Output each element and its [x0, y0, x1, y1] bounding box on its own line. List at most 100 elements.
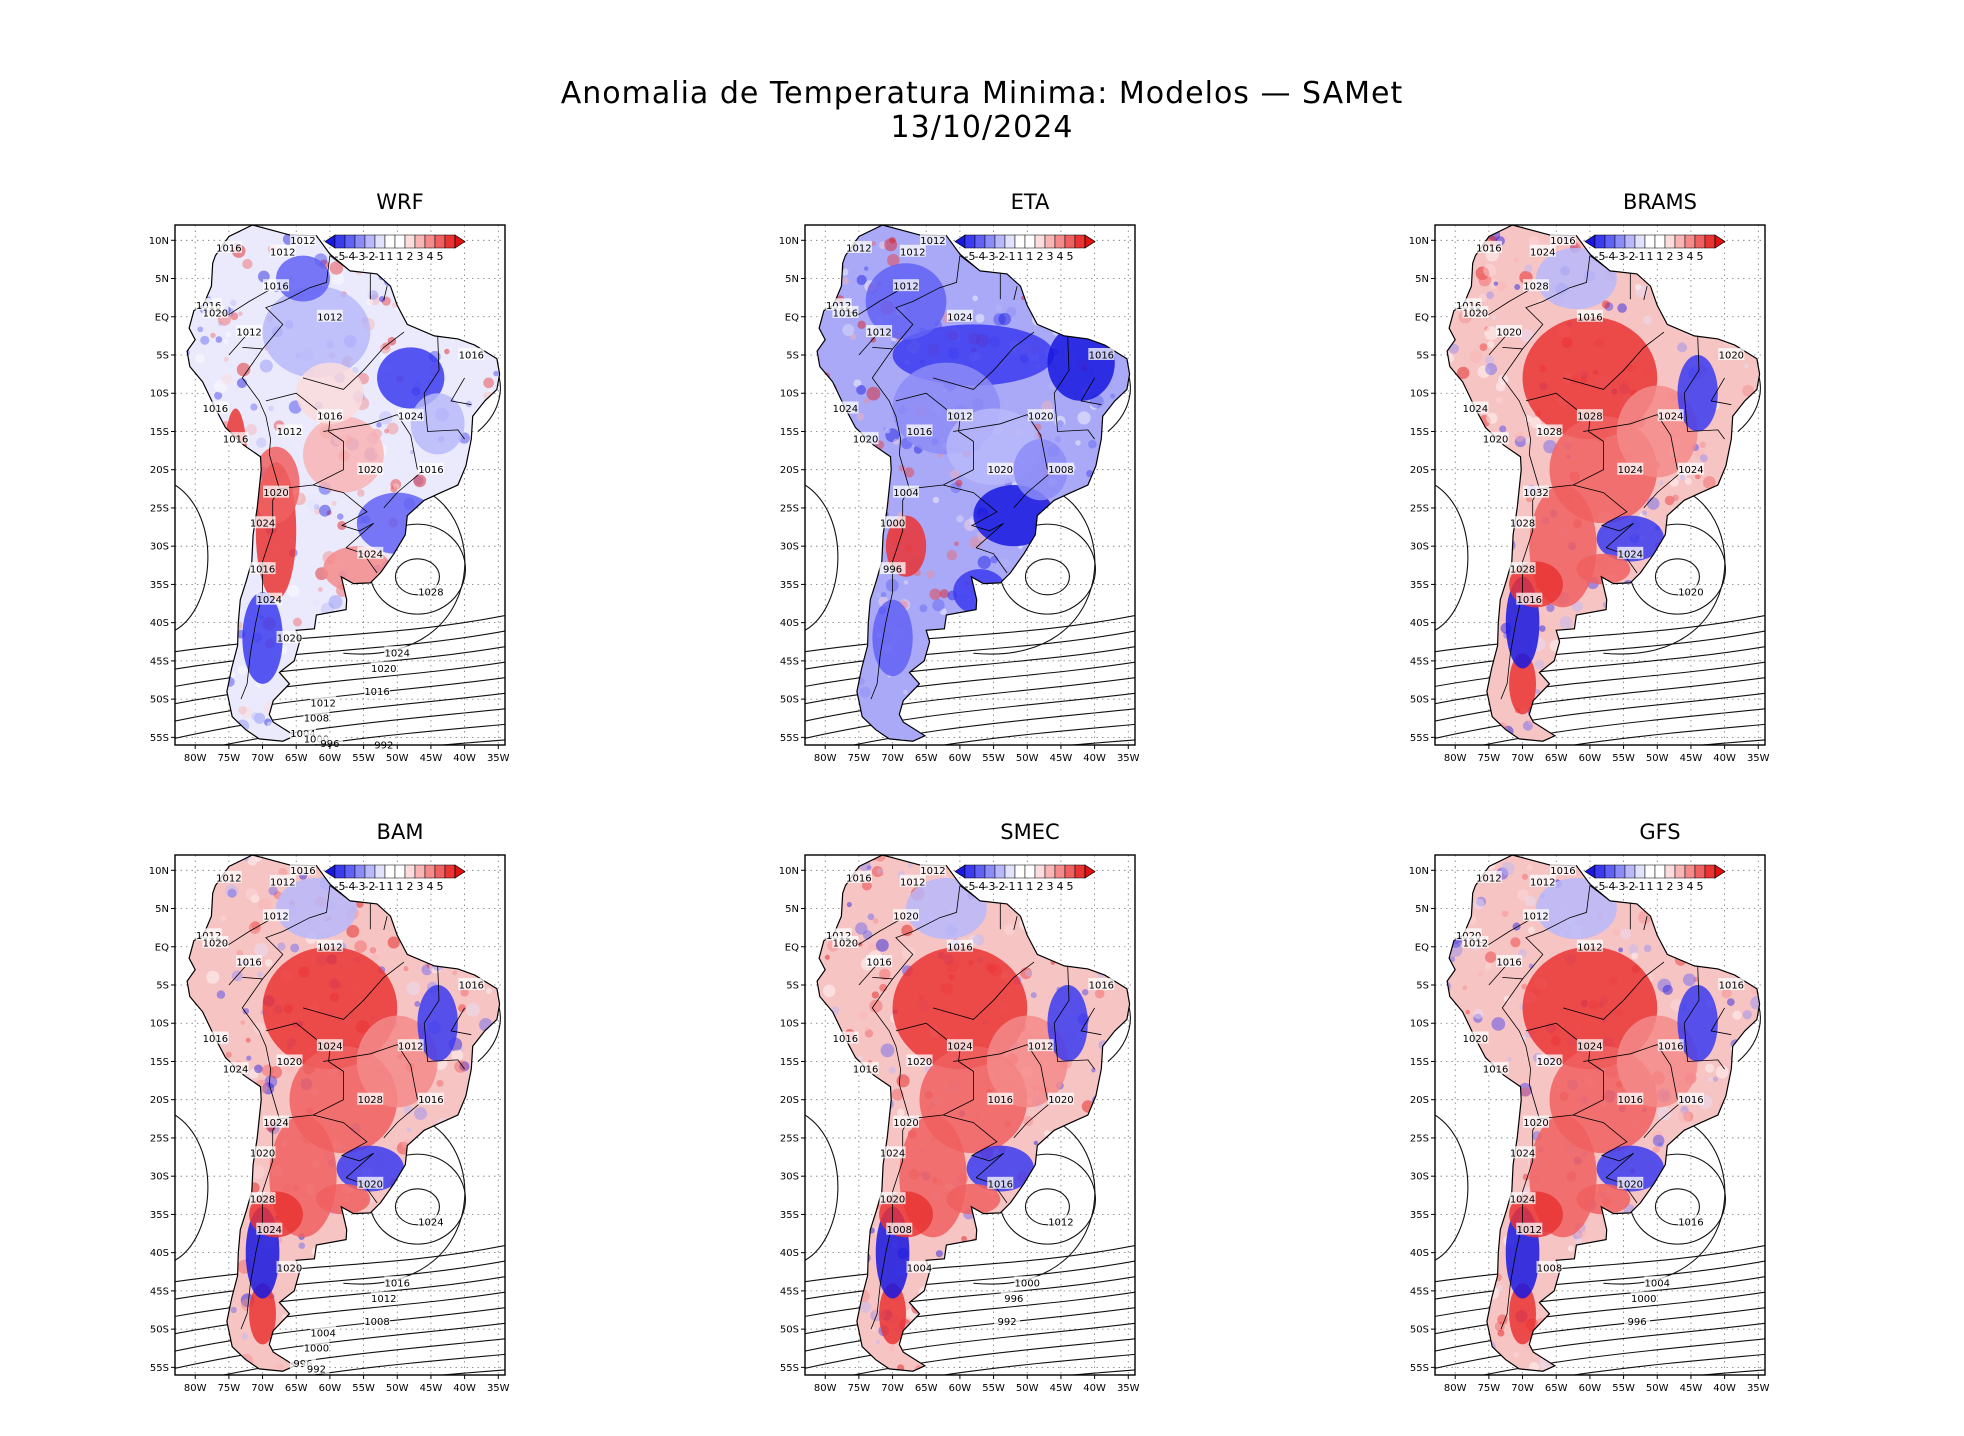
lon-label: 70W: [251, 1383, 274, 1394]
lat-label: EQ: [785, 942, 799, 953]
colorbar-label: 5: [1067, 250, 1074, 263]
isobar-label: 1024: [1618, 549, 1643, 560]
colorbar-swatch: [1074, 234, 1086, 249]
isobar-label: 1020: [203, 308, 228, 319]
country-border: [1583, 414, 1678, 470]
colorbar-swatch: [1644, 234, 1656, 249]
anomaly-speckle: [241, 1332, 249, 1340]
lon-label: 45W: [1050, 1383, 1073, 1394]
isobar-label: 1016: [385, 1279, 410, 1290]
colorbar-label: 1: [1027, 250, 1034, 263]
anomaly-speckle: [1604, 302, 1614, 311]
isobar-label-bg: [202, 305, 229, 318]
isobar-label-bg: [202, 401, 229, 414]
isobar-label: 992: [307, 1364, 326, 1375]
lon-label: 60W: [319, 1383, 342, 1394]
anomaly-speckle: [1033, 1140, 1039, 1146]
isobar: [805, 614, 1135, 653]
map-frame: [804, 224, 1136, 746]
lat-label: 45S: [780, 1286, 799, 1297]
colorbar-swatch: [1634, 234, 1646, 249]
anomaly-speckle: [1510, 937, 1521, 948]
isobar-label-bg: [357, 1092, 384, 1105]
isobar-label-bg: [1523, 485, 1550, 498]
anomaly-speckle: [885, 428, 900, 443]
anomaly-speckle: [1520, 1087, 1531, 1097]
anomaly-speckle: [1476, 896, 1487, 907]
colorbar-label: -1: [375, 880, 386, 893]
colorbar-swatch: [1704, 864, 1716, 879]
country-border: [959, 885, 981, 902]
anomaly-speckle: [846, 901, 852, 908]
lat-label: EQ: [1415, 942, 1429, 953]
anomaly-speckle: [1715, 1065, 1729, 1079]
isobar-label: 1020: [1678, 588, 1703, 599]
isobar-label-bg: [269, 244, 296, 257]
anomaly-region: [879, 1283, 907, 1345]
isobar: [1435, 630, 1765, 670]
colorbar-swatch: [1594, 234, 1606, 249]
colorbar-swatch: [354, 234, 366, 249]
anomaly-speckle: [354, 940, 367, 953]
colorbar-label: -1: [1005, 250, 1016, 263]
lon-label: 65W: [285, 753, 308, 764]
anomaly-speckle: [1528, 926, 1536, 934]
map-plot: 1012101210121012101610121024101210161020…: [779, 224, 1140, 764]
lon-label: 80W: [1444, 753, 1467, 764]
anomaly-speckle: [932, 599, 945, 612]
country-border: [870, 1118, 910, 1330]
isobar-label-bg: [893, 1115, 920, 1128]
lon-label: 35W: [487, 1383, 510, 1394]
colorbar-swatch: [1614, 864, 1626, 879]
anomaly-speckle: [365, 289, 373, 297]
anomaly-speckle: [258, 898, 272, 912]
isobar: [436, 1369, 505, 1375]
isobar-label-bg: [1523, 909, 1550, 922]
lat-label: 50S: [150, 1325, 169, 1336]
colorbar-label: -4: [975, 880, 986, 893]
isobar: [175, 1307, 505, 1352]
colorbar-swatch: [374, 234, 386, 249]
isobar-label: 1028: [1510, 565, 1535, 576]
isobar-label-bg: [832, 935, 859, 948]
country-border: [242, 885, 331, 980]
isobar-label-bg: [832, 401, 859, 414]
colorbar-label: 1: [1017, 250, 1024, 263]
isobar: [175, 1244, 505, 1283]
isobar-label: 996: [883, 565, 902, 576]
isobar-label-bg: [832, 305, 859, 318]
anomaly-speckle: [1503, 995, 1511, 1003]
lat-label: 30S: [150, 1172, 169, 1183]
colorbar-label: -2: [365, 250, 376, 263]
colorbar-swatch: [354, 864, 366, 879]
isobar: [805, 692, 1135, 739]
isobar-label: 1020: [907, 1057, 932, 1068]
anomaly-speckle: [225, 1051, 232, 1058]
axes: 10N 5N EQ 5S 10S 15S 20S 25S 30S 35S 40S 45S 50S 55S 8…: [779, 866, 1140, 1394]
lon-label: 65W: [285, 1383, 308, 1394]
colorbar-label: 1: [397, 250, 404, 263]
colorbar-swatch: [964, 234, 976, 249]
colorbar-arrow-right: [1714, 864, 1726, 879]
country-border: [1080, 1007, 1102, 1036]
isobar-label-bg: [276, 1054, 303, 1067]
country-border: [1525, 1022, 1604, 1120]
anomaly-speckle: [251, 920, 261, 930]
anomaly-speckle: [384, 428, 390, 434]
anomaly-speckle: [993, 313, 1006, 326]
isobar-label: 1012: [1523, 912, 1548, 923]
isobar-label: 1000: [880, 519, 905, 530]
isobar: [1435, 646, 1765, 687]
country-border: [423, 335, 465, 440]
anomaly-region: [276, 877, 357, 940]
colorbar-swatch: [1654, 234, 1666, 249]
isobar-label: 1012: [270, 247, 295, 258]
isobar-high: [394, 558, 440, 596]
isobar-label-bg: [222, 1062, 249, 1075]
country-border: [383, 469, 425, 509]
lat-label: 5N: [785, 274, 799, 285]
anomaly-speckle: [1713, 1076, 1719, 1082]
isobar-label: 1012: [866, 328, 891, 339]
anomaly-speckle: [1657, 1142, 1664, 1148]
isobar-high: [1654, 558, 1700, 596]
